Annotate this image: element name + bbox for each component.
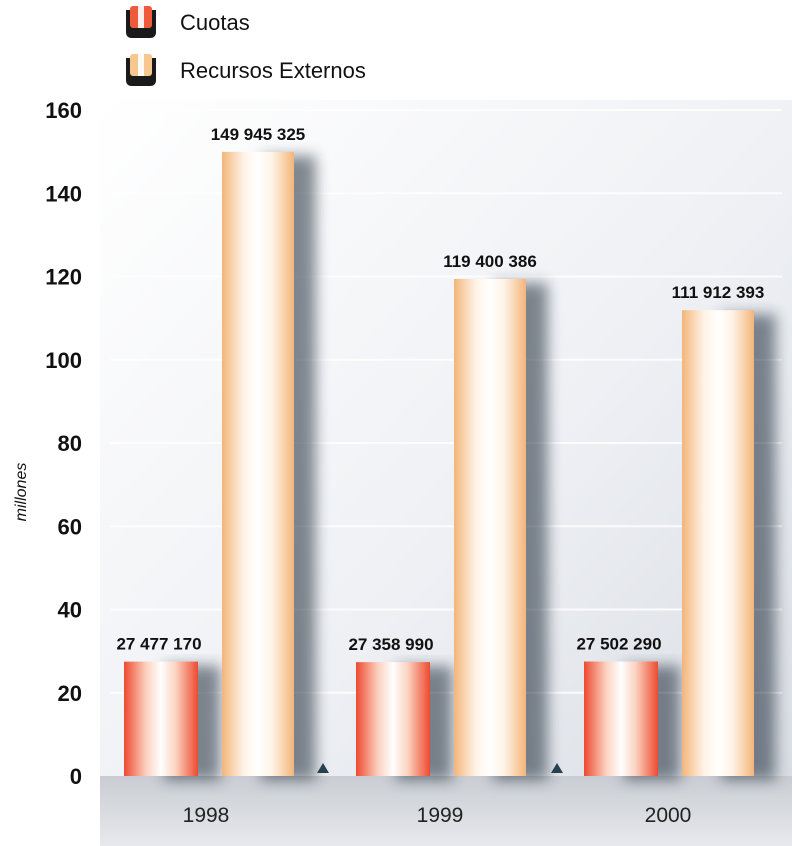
legend-item: Cuotas: [126, 6, 250, 38]
legend: Cuotas Recursos Externos: [126, 6, 366, 86]
legend-swatch-highlight: [138, 54, 144, 76]
bar-cuotas: [356, 662, 430, 776]
x-tick-label: 1998: [183, 804, 230, 827]
data-label-cuotas: 27 502 290: [576, 635, 661, 654]
y-axis-label: millones: [13, 463, 30, 522]
y-tick-label: 120: [45, 265, 82, 290]
legend-label: Recursos Externos: [180, 58, 366, 83]
data-label-cuotas: 27 477 170: [116, 635, 201, 654]
bars: 27 477 170 149 945 325 27 358 990 119 400 3…: [116, 125, 776, 780]
y-tick-label: 160: [45, 98, 82, 123]
data-label-cuotas: 27 358 990: [348, 635, 433, 654]
bar-recursos-externos: [682, 310, 754, 776]
y-tick-label: 140: [45, 181, 82, 206]
floor-marker: [551, 763, 563, 773]
y-tick-label: 80: [58, 431, 82, 456]
bar-cuotas: [584, 661, 658, 776]
y-tick-label: 100: [45, 348, 82, 373]
y-axis: 0 20 40 60 80 100 120 140 160: [45, 98, 82, 789]
x-axis: 1998 1999 2000: [183, 804, 692, 827]
legend-item: Recursos Externos: [126, 54, 366, 86]
x-tick-label: 1999: [417, 804, 464, 827]
data-label-recursos-externos: 119 400 386: [443, 252, 537, 271]
data-label-recursos-externos: 149 945 325: [211, 125, 306, 144]
bar-recursos-externos: [454, 278, 526, 776]
y-tick-label: 20: [58, 681, 82, 706]
bar-cuotas: [124, 661, 198, 776]
floor-marker: [317, 763, 329, 773]
legend-label: Cuotas: [180, 10, 250, 35]
y-tick-label: 0: [70, 764, 82, 789]
bar-recursos-externos: [222, 151, 294, 776]
plot-floor: [100, 776, 792, 846]
legend-swatch-highlight: [138, 6, 144, 28]
y-tick-label: 60: [58, 514, 82, 539]
x-tick-label: 2000: [645, 804, 692, 827]
y-tick-label: 40: [58, 598, 82, 623]
data-label-recursos-externos: 111 912 393: [672, 283, 765, 302]
